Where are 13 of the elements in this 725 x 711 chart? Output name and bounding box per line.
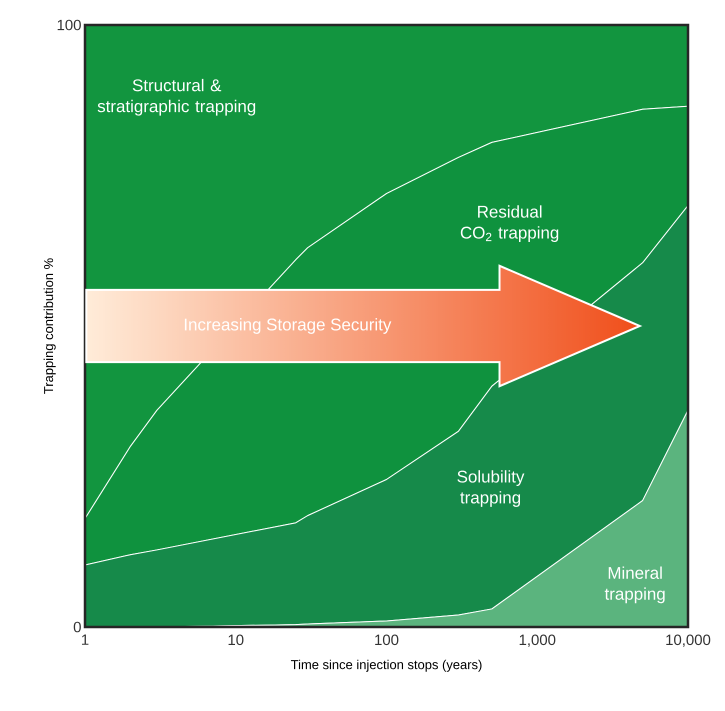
annotation: Increasing Storage Security: [184, 318, 392, 334]
y-axis-title: Trapping contribution %: [44, 258, 56, 394]
x-tick-label: 1,000: [520, 634, 556, 647]
x-axis-title: Time since injection stops (years): [290, 660, 482, 672]
x-tick-label: 100: [375, 634, 398, 646]
series-label: Structural & stratigraphic trapping: [98, 78, 256, 116]
series-label: Solubility trapping: [457, 470, 524, 507]
x-tick-label: 1: [82, 634, 88, 645]
series-label: Mineral trapping: [604, 566, 665, 604]
x-tick-label: 10: [228, 634, 244, 646]
x-tick-label: 10,000: [666, 634, 710, 647]
series-label: Residual CO$_{2}$ trapping: [460, 205, 558, 242]
y-tick-label: 0: [74, 622, 81, 632]
